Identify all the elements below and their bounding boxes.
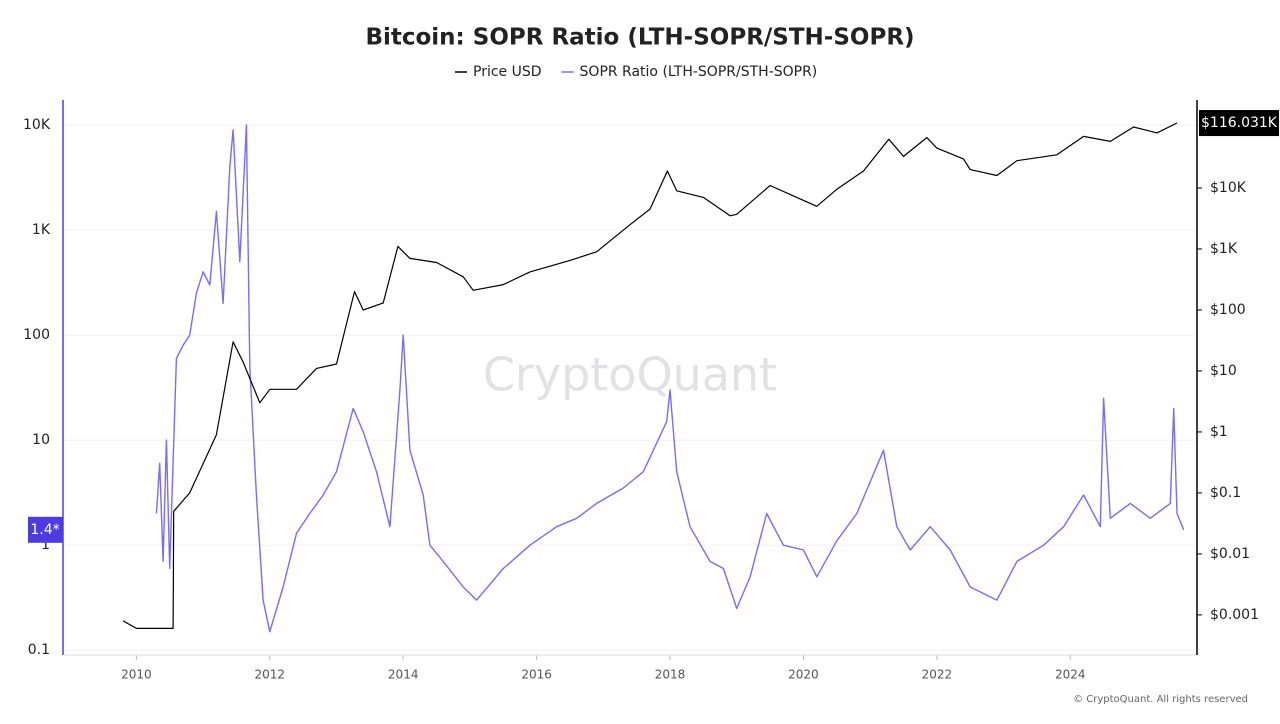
y2-tick-label: $0.001 <box>1210 607 1259 623</box>
y-tick-label: 10K <box>23 117 51 133</box>
series-line <box>122 122 1178 629</box>
series-line <box>155 124 1185 633</box>
y2-tick-label: $10 <box>1210 363 1237 379</box>
y-tick-label: 1 <box>41 537 50 553</box>
chart-title: Bitcoin: SOPR Ratio (LTH-SOPR/STH-SOPR) <box>365 25 914 51</box>
legend: Price USD SOPR Ratio (LTH-SOPR/STH-SOPR) <box>455 64 817 80</box>
y2-tick-label: $100 <box>1210 302 1246 318</box>
x-tick-label: 2012 <box>255 668 286 682</box>
x-tick-label: 2024 <box>1055 668 1086 682</box>
x-tick-label: 2016 <box>521 668 552 682</box>
x-tick-label: 2022 <box>922 668 953 682</box>
x-tick-label: 2018 <box>655 668 686 682</box>
x-tick-label: 2020 <box>788 668 819 682</box>
legend-label: SOPR Ratio (LTH-SOPR/STH-SOPR) <box>580 64 818 80</box>
y2-tick-label: $0.1 <box>1210 485 1241 501</box>
y2-tick-label: $1K <box>1210 241 1238 257</box>
y-marker-label: 1.4* <box>30 522 59 538</box>
y2-tick-label: $0.01 <box>1210 546 1250 562</box>
y-tick-label: 1K <box>32 222 51 238</box>
y-marker-box <box>28 516 63 543</box>
legend-label: Price USD <box>473 64 542 80</box>
x-tick-label: 2014 <box>388 668 419 682</box>
y-tick-label: 10 <box>32 432 50 448</box>
y2-marker-label: $116.031K <box>1201 115 1278 131</box>
y2-marker-box <box>1199 110 1279 137</box>
y2-tick-label: $10K <box>1210 180 1247 196</box>
y-tick-label: 0.1 <box>28 642 50 658</box>
watermark: CryptoQuant <box>483 348 777 402</box>
y-tick-label: 100 <box>23 327 50 343</box>
x-tick-label: 2010 <box>121 668 152 682</box>
credit: © CryptoQuant. All rights reserved <box>1073 694 1248 705</box>
y2-tick-label: $1 <box>1210 424 1228 440</box>
